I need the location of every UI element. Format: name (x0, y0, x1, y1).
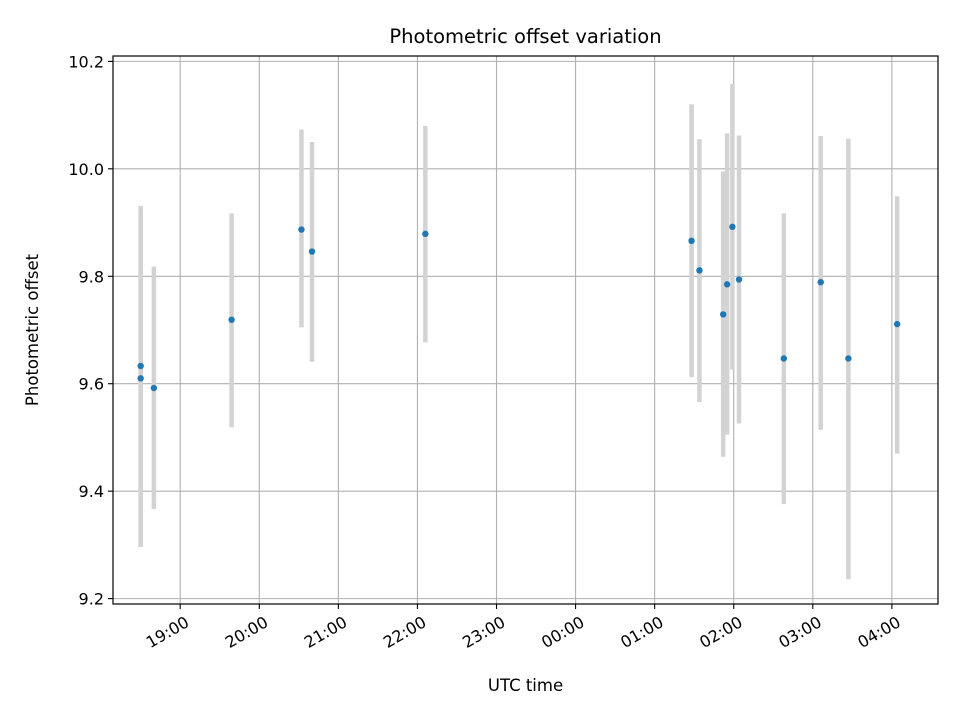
x-tick-label: 02:00 (696, 612, 745, 652)
data-point (137, 362, 144, 370)
x-tick-label: 00:00 (538, 612, 587, 652)
data-point (719, 311, 727, 318)
x-tick-label: 19:00 (143, 612, 192, 652)
data-point (845, 355, 852, 362)
x-axis-label: UTC time (488, 676, 563, 695)
y-tick-label: 9.2 (79, 590, 104, 609)
data-point (228, 316, 235, 323)
data-points (137, 223, 901, 392)
data-point (308, 248, 316, 255)
error-bars (138, 83, 900, 580)
x-tick-label: 23:00 (459, 612, 508, 652)
data-point (780, 355, 788, 362)
data-point (150, 384, 158, 392)
x-tick-label: 22:00 (380, 612, 429, 652)
data-point (817, 278, 824, 286)
data-point (696, 267, 703, 274)
y-tick-label: 9.6 (79, 375, 104, 394)
x-tick-label: 21:00 (301, 612, 350, 652)
plot-frame (112, 55, 939, 605)
data-point (723, 281, 731, 288)
y-tick-label: 9.8 (79, 267, 104, 286)
x-tick-label: 20:00 (222, 612, 271, 652)
data-point (688, 237, 695, 245)
data-point (137, 375, 144, 382)
data-point (893, 320, 901, 328)
data-point (298, 226, 305, 233)
chart-title: Photometric offset variation (389, 25, 661, 48)
y-tick-label: 10.2 (68, 52, 104, 71)
x-tick-label: 01:00 (617, 612, 666, 652)
y-tick-label: 9.4 (79, 482, 104, 501)
x-tick-label: 03:00 (775, 612, 824, 652)
data-point (422, 230, 429, 238)
grid-lines (113, 56, 938, 604)
y-axis-label: Photometric offset (23, 253, 42, 406)
data-point (729, 223, 736, 231)
data-point (735, 276, 743, 283)
y-tick-label: 10.0 (68, 160, 104, 179)
axis-ticks: 9.2 9.4 9.6 9.8 10.0 10.2 19:00 20:00 21:00 22:00… (68, 52, 903, 652)
x-tick-label: 04:00 (854, 612, 903, 652)
